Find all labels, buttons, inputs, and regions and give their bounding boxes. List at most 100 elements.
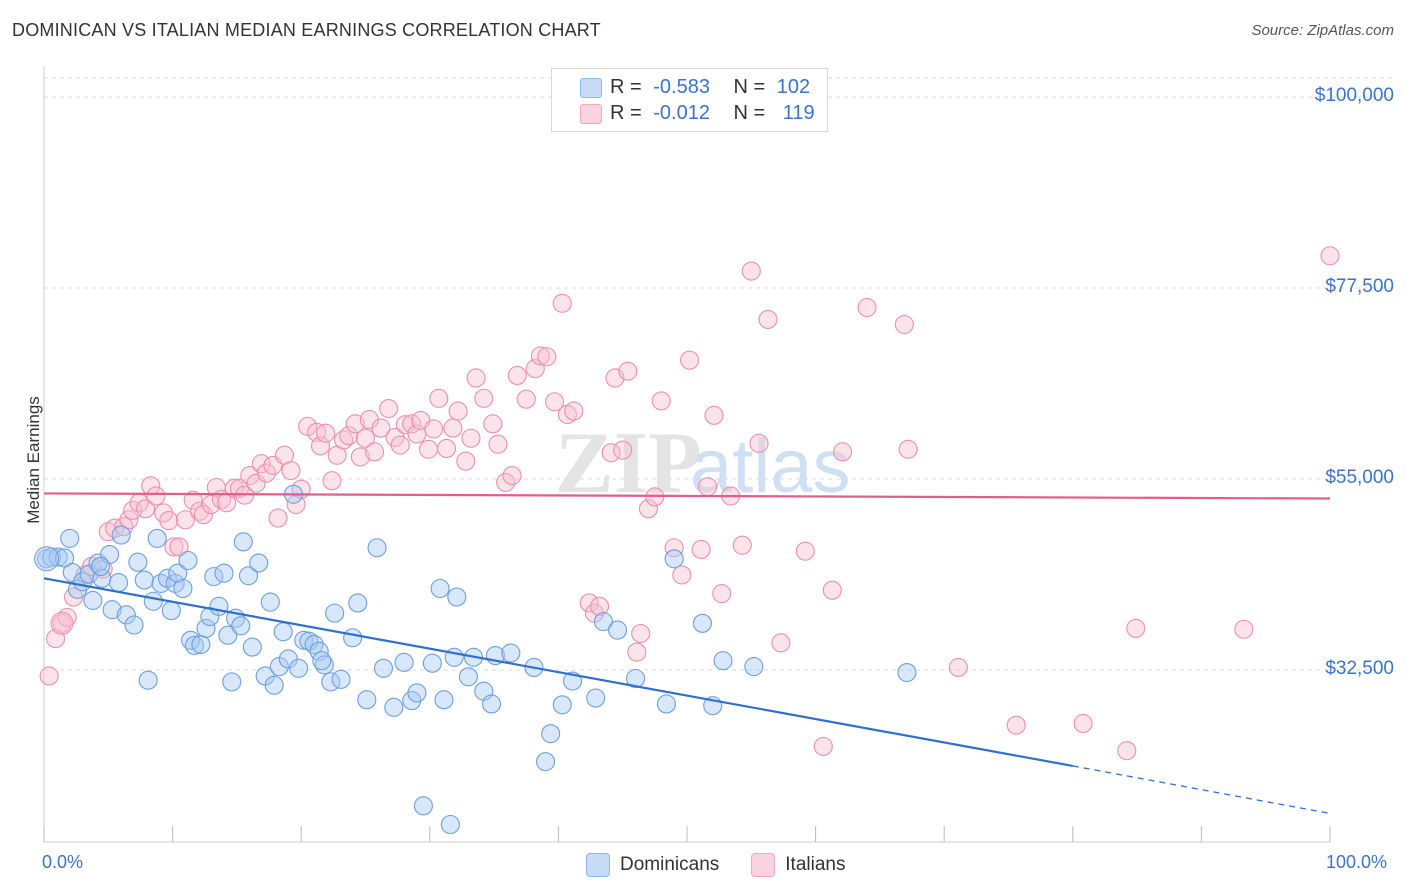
x-tick-label-min: 0.0%: [42, 852, 84, 872]
italians-point: [240, 466, 260, 486]
dominicans-point: [191, 634, 211, 655]
italians-point: [691, 539, 711, 560]
legend-swatch-italians: [580, 104, 602, 124]
dominicans-trend-extension: [1072, 765, 1331, 815]
axes: [43, 66, 1331, 843]
legend-item-dominicans[interactable]: Dominicans: [586, 853, 719, 877]
dominicans-point: [128, 552, 148, 572]
dominicans-point: [260, 592, 280, 612]
dominicans-point: [357, 690, 377, 710]
dominicans-point: [434, 690, 454, 710]
italians-point: [224, 478, 244, 498]
correlation-legend: R = -0.583 N = 102 R = -0.012 N = 119: [551, 68, 828, 132]
italians-point: [322, 471, 342, 491]
dominicans-point: [422, 653, 442, 673]
dominicans-point: [238, 566, 259, 586]
dominicans-point: [60, 528, 80, 548]
dominicans-point: [91, 556, 111, 576]
dominicans-point: [373, 658, 394, 678]
dominicans-point: [264, 675, 284, 695]
dominicans-point: [209, 596, 229, 616]
dominicans-point: [273, 622, 293, 642]
italians-point: [159, 511, 179, 531]
legend-label-italians: Italians: [785, 854, 846, 875]
italians-point: [948, 657, 968, 678]
dominicans-point: [134, 570, 154, 590]
dominicans-point: [289, 658, 309, 678]
italians-point: [364, 442, 385, 462]
italians-point: [461, 428, 481, 448]
italians-point: [1320, 246, 1340, 266]
dominicans-point: [222, 672, 242, 692]
italians-point: [672, 565, 692, 585]
dominicans-point: [109, 573, 129, 593]
italians-point: [704, 405, 724, 425]
italians-point: [732, 535, 752, 555]
dominicans-point: [552, 695, 572, 715]
legend-item-italians[interactable]: Italians: [751, 853, 845, 877]
italians-point: [516, 389, 536, 409]
italians-point: [564, 401, 584, 421]
italians-point: [371, 418, 391, 438]
italians-point: [136, 499, 156, 519]
source-label: Source: ZipAtlas.com: [1251, 22, 1394, 39]
y-tick-label-77500: $77,500: [1325, 276, 1394, 297]
italians-point: [680, 350, 700, 370]
italians-point: [507, 365, 527, 385]
legend-text-dominicans: R = -0.583 N = 102: [610, 76, 810, 99]
trend-lines: [43, 492, 1331, 815]
dominicans-point: [608, 620, 628, 640]
italians-point: [1234, 619, 1254, 639]
dominicans-point: [181, 630, 201, 650]
italians-point: [256, 463, 277, 483]
dominicans-point: [312, 651, 332, 671]
legend-swatch-dominicans: [586, 853, 610, 877]
italians-point: [39, 666, 59, 686]
italians-point: [350, 447, 370, 467]
watermark-atlas: atlas: [690, 424, 851, 509]
dominicans-point: [541, 724, 561, 744]
legend-text-italians: R = -0.012 N = 119: [610, 102, 815, 125]
dominicans-point: [83, 590, 103, 610]
dominicans-point: [231, 616, 251, 636]
italians-point: [310, 436, 331, 456]
italians-point: [651, 391, 671, 411]
italians-point: [894, 314, 914, 335]
italians-point: [857, 297, 877, 318]
italians-point: [355, 428, 376, 448]
dominicans-point: [325, 603, 345, 623]
dominicans-point: [184, 635, 205, 655]
italians-point: [483, 414, 503, 434]
italians-point: [758, 309, 778, 329]
italians-point: [525, 359, 545, 379]
dominicans-point: [430, 578, 450, 599]
italians-point: [1006, 715, 1026, 735]
italians-trend-line: [43, 492, 1331, 500]
italians-point: [390, 435, 410, 455]
y-tick-label-100000: $100,000: [1314, 85, 1394, 106]
italians-point: [502, 466, 522, 486]
r-label: R =: [610, 75, 642, 98]
r-value-italians: -0.012: [653, 101, 710, 124]
italians-point: [638, 499, 658, 519]
dominicans-point: [161, 601, 181, 621]
dominicans-point: [249, 553, 269, 573]
italians-point: [1073, 713, 1093, 734]
dominicans-point: [664, 549, 684, 569]
italians-point: [281, 460, 301, 481]
dominicans-point: [299, 631, 319, 651]
italians-point: [813, 736, 833, 756]
italians-point: [698, 477, 718, 497]
dominicans-point: [692, 613, 712, 633]
italians-point: [268, 508, 288, 528]
italians-point: [1126, 618, 1146, 638]
italians-point: [474, 388, 494, 408]
italians-point: [164, 537, 184, 557]
dominicans-point: [196, 618, 216, 638]
n-label: N =: [733, 101, 766, 124]
dominicans-point: [343, 628, 363, 648]
italians-point: [544, 392, 565, 412]
dominicans-points: [34, 484, 917, 835]
italians-point: [448, 401, 468, 421]
n-value-italians: 119: [782, 101, 815, 124]
